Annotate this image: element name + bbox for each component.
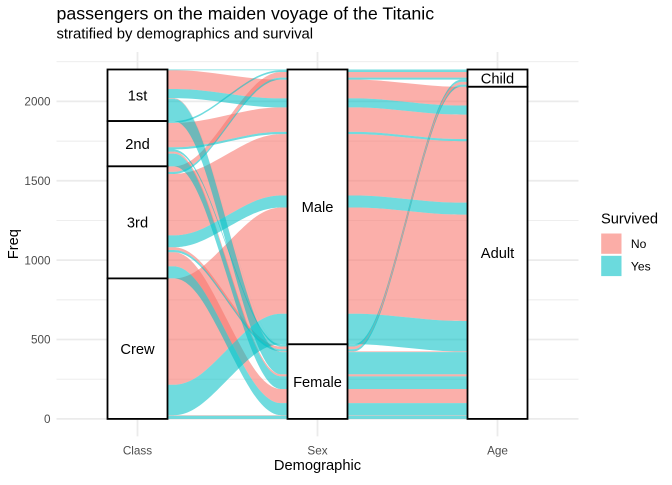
svg-text:Class: Class [123, 445, 152, 458]
svg-text:1st: 1st [128, 88, 148, 104]
svg-text:1500: 1500 [24, 175, 51, 188]
svg-text:2nd: 2nd [125, 137, 149, 153]
svg-text:Survived: Survived [601, 212, 658, 228]
svg-text:500: 500 [31, 334, 51, 347]
svg-text:1000: 1000 [24, 254, 51, 267]
svg-text:0: 0 [44, 413, 51, 426]
svg-text:No: No [631, 237, 647, 251]
svg-text:Yes: Yes [631, 260, 651, 274]
svg-text:Child: Child [481, 71, 514, 87]
svg-text:Adult: Adult [481, 246, 514, 262]
svg-text:Demographic: Demographic [274, 458, 361, 474]
svg-text:stratified by demographics and: stratified by demographics and survival [57, 26, 314, 42]
svg-text:Sex: Sex [307, 445, 327, 458]
svg-text:Male: Male [302, 200, 334, 216]
svg-text:Freq: Freq [6, 229, 22, 259]
svg-text:2000: 2000 [24, 96, 51, 109]
svg-text:Female: Female [293, 375, 342, 391]
svg-text:Crew: Crew [120, 342, 155, 358]
svg-text:Age: Age [487, 445, 508, 458]
svg-text:3rd: 3rd [127, 216, 148, 232]
svg-text:passengers on the maiden voyag: passengers on the maiden voyage of the T… [57, 4, 435, 24]
